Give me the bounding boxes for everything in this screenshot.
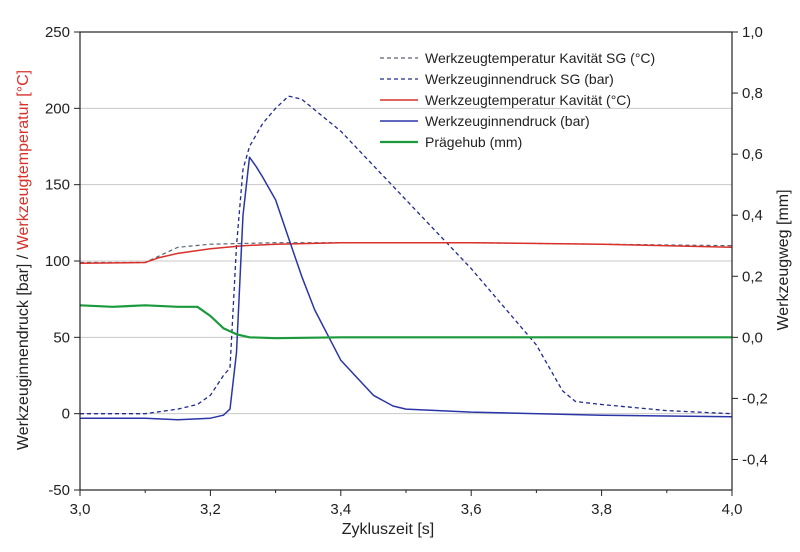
y-axis-left-title-pressure: Werkzeuginnendruck [bar] / bbox=[15, 250, 32, 450]
y-right-tick-label: -0,2 bbox=[742, 390, 768, 407]
y-right-tick-label: -0,4 bbox=[742, 451, 768, 468]
y-left-tick-label: -50 bbox=[48, 482, 70, 499]
legend: Werkzeugtemperatur Kavität SG (°C) Werkze… bbox=[380, 50, 655, 150]
legend-label-2: Werkzeugtemperatur Kavität (°C) bbox=[425, 92, 631, 108]
legend-label-1: Werkzeuginnendruck SG (bar) bbox=[425, 71, 614, 87]
y-left-tick-label: 0 bbox=[62, 406, 70, 423]
y-right-tick-label: 0,2 bbox=[742, 268, 763, 285]
legend-label-0: Werkzeugtemperatur Kavität SG (°C) bbox=[425, 50, 655, 66]
y-axis-left-title: Werkzeuginnendruck [bar] / Werkzeugtempe… bbox=[15, 70, 32, 450]
series-line-2 bbox=[79, 241, 733, 265]
x-tick-label: 3,2 bbox=[200, 501, 221, 518]
legend-label-3: Werkzeuginnendruck (bar) bbox=[425, 113, 590, 129]
x-tick-label: 3,4 bbox=[330, 501, 351, 518]
x-tick-label: 3,8 bbox=[591, 501, 612, 518]
series-line-1 bbox=[80, 95, 733, 415]
y-left-tick-label: 250 bbox=[45, 24, 70, 41]
series-lines bbox=[79, 95, 733, 421]
grid-lines bbox=[80, 107, 732, 415]
y-axis-right-title: Werkzeugweg [mm] bbox=[775, 189, 792, 330]
legend-label-4: Prägehub (mm) bbox=[425, 134, 522, 150]
series-line-3 bbox=[80, 156, 733, 421]
axis-ticks: 3,0 3,2 3,4 3,6 3,8 4,0 -50 0 50 100 150 200 250 -0,4… bbox=[45, 24, 768, 518]
x-tick-label: 4,0 bbox=[722, 501, 743, 518]
y-left-tick-label: 100 bbox=[45, 253, 70, 270]
y-right-tick-label: 0,4 bbox=[742, 207, 763, 224]
y-left-tick-label: 200 bbox=[45, 100, 70, 117]
y-right-tick-label: 0,8 bbox=[742, 85, 763, 102]
y-right-tick-label: 0,6 bbox=[742, 146, 763, 163]
x-axis-title: Zykluszeit [s] bbox=[342, 521, 434, 538]
x-tick-label: 3,0 bbox=[70, 501, 91, 518]
series-line-4 bbox=[79, 304, 732, 340]
y-right-tick-label: 0,0 bbox=[742, 329, 763, 346]
y-axis-left-title-temperature: Werkzeugtemperatur [°C] bbox=[15, 70, 32, 250]
x-tick-label: 3,6 bbox=[461, 501, 482, 518]
y-left-tick-label: 150 bbox=[45, 177, 70, 194]
y-left-tick-label: 50 bbox=[53, 329, 70, 346]
y-right-tick-label: 1,0 bbox=[742, 24, 763, 41]
